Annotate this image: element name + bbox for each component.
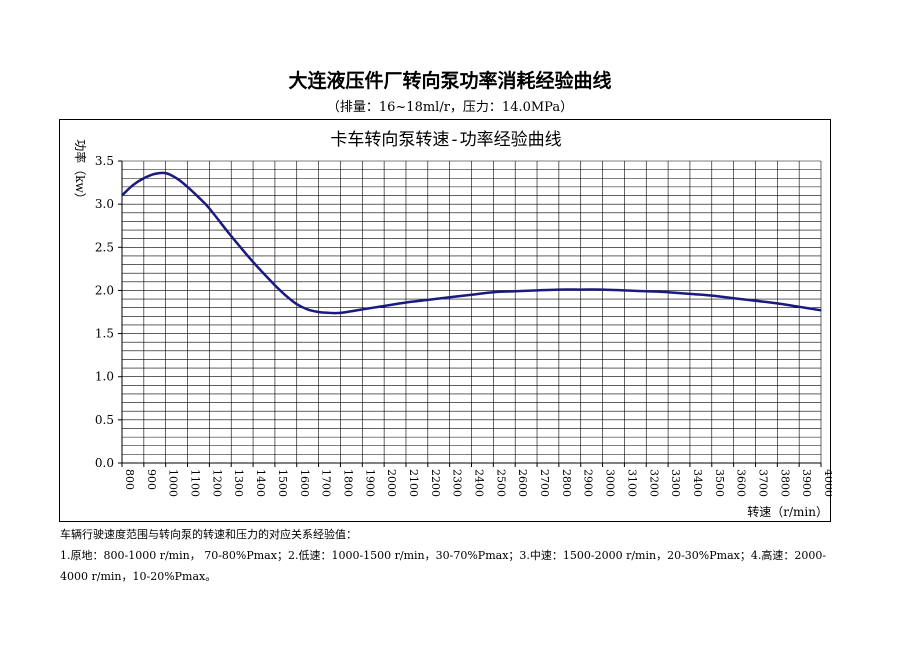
x-tick-label: 2200 — [429, 469, 442, 497]
data-point — [776, 302, 778, 304]
data-point — [470, 294, 473, 296]
y-tick-labels: 0.0 0.5 1.0 1.5 2.0 2.5 3.0 3.5 — [95, 154, 114, 470]
y-tick-label: 1.0 — [95, 370, 114, 384]
data-point — [208, 207, 210, 210]
data-point — [230, 235, 232, 237]
y-tick-label: 3.5 — [95, 154, 114, 168]
data-point — [339, 312, 342, 314]
x-tick-label: 900 — [145, 469, 158, 490]
x-tick-label: 2800 — [560, 469, 573, 497]
x-tick-label: 3600 — [735, 469, 748, 497]
chart-title: 卡车转向泵转速-功率经验曲线 — [330, 130, 561, 150]
y-tick-label: 1.5 — [95, 327, 114, 341]
data-point — [383, 305, 385, 307]
x-tick-label: 1900 — [363, 469, 376, 497]
data-point — [361, 308, 363, 311]
x-tick-label: 3900 — [800, 469, 813, 497]
x-tick-label: 1200 — [210, 469, 223, 497]
data-point — [296, 303, 298, 305]
x-axis-label: 转速（r/min） — [747, 504, 828, 519]
x-tick-label: 1400 — [254, 469, 267, 497]
chart-frame: 卡车转向泵转速-功率经验曲线 800 900 1000 1100 1200 1300 140… — [59, 119, 832, 522]
y-tick-label: 2.5 — [95, 240, 114, 254]
x-tick-label: 3800 — [778, 469, 791, 497]
x-tick-label: 1800 — [341, 469, 354, 497]
data-point — [405, 301, 407, 304]
x-tick-label: 2600 — [516, 469, 529, 497]
x-tick-label: 1100 — [189, 469, 202, 497]
data-point — [689, 293, 691, 295]
x-tick-label: 3300 — [669, 469, 682, 497]
x-tick-label: 3400 — [691, 469, 704, 497]
data-point — [186, 186, 189, 188]
x-tick-label: 2700 — [538, 469, 551, 497]
data-point — [667, 291, 669, 293]
x-tick-label: 2900 — [582, 469, 595, 497]
grid-lines — [122, 160, 822, 463]
x-tick-label: 3200 — [647, 469, 660, 497]
data-point — [733, 297, 735, 299]
x-tick-label: 2500 — [494, 469, 507, 497]
x-tick-label: 3000 — [604, 469, 617, 497]
y-axis-label: 功率（kw） — [73, 139, 88, 205]
notes-heading: 车辆行驶速度范围与转向泵的转速和压力的对应关系经验值： — [60, 528, 357, 541]
x-tick-label: 1000 — [167, 469, 180, 497]
data-point — [328, 312, 331, 314]
x-tick-label: 1600 — [298, 469, 311, 497]
x-tick-label: 2100 — [407, 469, 420, 497]
page-subtitle: （排量：16~18ml/r，压力：14.0MPa） — [326, 100, 574, 115]
data-point — [754, 300, 757, 302]
x-tick-label: 3700 — [756, 469, 769, 497]
data-point — [165, 172, 167, 174]
data-point — [274, 284, 276, 286]
data-point — [427, 299, 429, 301]
data-point — [154, 173, 156, 175]
data-point — [143, 177, 145, 179]
x-tick-label: 1700 — [320, 469, 333, 497]
x-tick-label: 3100 — [625, 469, 638, 497]
page-title: 大连液压件厂转向泵功率消耗经验曲线 — [288, 70, 612, 92]
notes-body: 1.原地：800-1000 r/min， 70-80%Pmax；2.低速：100… — [60, 549, 827, 583]
x-tick-label: 3500 — [713, 469, 726, 497]
data-point — [176, 177, 178, 179]
series-layer — [121, 171, 822, 315]
data-point — [317, 311, 320, 313]
series-line — [121, 171, 822, 315]
y-tick-label: 0.0 — [95, 456, 114, 470]
x-tick-label: 4000 — [822, 469, 832, 497]
x-tick-label: 2400 — [473, 469, 486, 497]
data-point — [558, 288, 560, 291]
y-tick-label: 2.0 — [95, 283, 114, 297]
data-point — [601, 288, 604, 291]
data-point — [623, 289, 626, 292]
data-point — [711, 295, 713, 297]
data-point — [645, 290, 647, 292]
data-point — [121, 194, 123, 197]
chart-svg: 卡车转向泵转速-功率经验曲线 800 900 1000 1100 1200 1300 140… — [73, 130, 832, 519]
x-tick-label: 2000 — [385, 469, 398, 497]
x-tick-labels: 800 900 1000 1100 1200 1300 1400 1500 1600 1700 18… — [123, 469, 832, 497]
data-point — [820, 309, 822, 311]
x-tick-label: 2300 — [451, 469, 464, 497]
y-tick-label: 0.5 — [95, 413, 114, 427]
data-point — [536, 289, 538, 292]
data-point — [197, 196, 200, 198]
x-tick-label: 800 — [123, 469, 136, 490]
data-point — [307, 308, 309, 311]
data-point — [492, 291, 494, 293]
data-point — [252, 261, 254, 263]
data-point — [285, 295, 287, 297]
data-point — [798, 306, 800, 308]
x-tick-label: 1300 — [232, 469, 245, 497]
data-point — [449, 296, 451, 298]
data-point — [580, 288, 582, 291]
y-tick-label: 3.0 — [95, 197, 114, 211]
axes — [118, 160, 822, 467]
notes: 车辆行驶速度范围与转向泵的转速和压力的对应关系经验值： 1.原地：800-100… — [60, 524, 840, 587]
data-point — [132, 184, 134, 186]
x-tick-label: 1500 — [276, 469, 289, 497]
data-point — [514, 290, 516, 292]
